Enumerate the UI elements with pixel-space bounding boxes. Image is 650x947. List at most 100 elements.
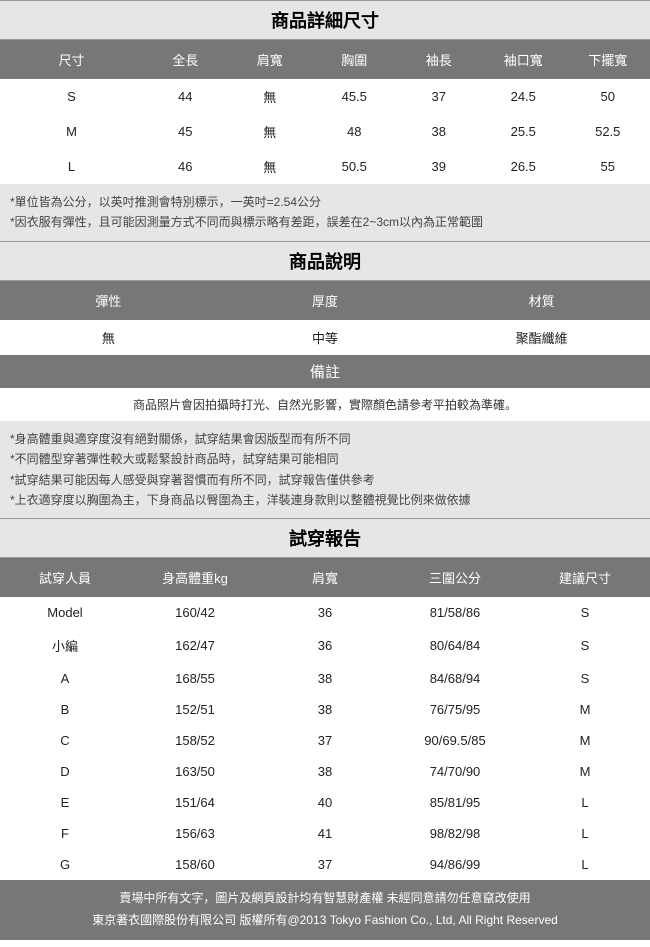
desc-cell-2: 聚酯纖維 <box>433 320 650 355</box>
size-note-0: *單位皆為公分，以英吋推測會特別標示，一英吋=2.54公分 <box>10 192 640 212</box>
fit-cell: S <box>520 628 650 663</box>
fit-cell: 小編 <box>0 628 130 663</box>
fit-cell: M <box>520 725 650 756</box>
fit-cell: 158/60 <box>130 849 260 880</box>
size-th-3: 胸圍 <box>312 40 397 79</box>
fit-th-2: 肩寬 <box>260 558 390 597</box>
table-row: L46無50.53926.555 <box>0 149 650 184</box>
size-th-5: 袖口寬 <box>481 40 566 79</box>
table-row: G158/603794/86/99L <box>0 849 650 880</box>
fit-th-4: 建議尺寸 <box>520 558 650 597</box>
fit-cell: 41 <box>260 818 390 849</box>
remark-note-3: *上衣適穿度以胸圍為主，下身商品以臀圍為主，洋裝連身款則以整體視覺比例來做依據 <box>10 490 640 510</box>
fit-cell: 84/68/94 <box>390 663 520 694</box>
table-row: D163/503874/70/90M <box>0 756 650 787</box>
size-table: 尺寸 全長 肩寬 胸圍 袖長 袖口寬 下擺寬 S44無45.53724.550M… <box>0 40 650 184</box>
table-row: C158/523790/69.5/85M <box>0 725 650 756</box>
fit-cell: G <box>0 849 130 880</box>
fit-th-0: 試穿人員 <box>0 558 130 597</box>
fit-cell: 38 <box>260 756 390 787</box>
size-th-2: 肩寬 <box>228 40 313 79</box>
fit-cell: Model <box>0 597 130 628</box>
size-cell: 無 <box>228 114 313 149</box>
fit-cell: L <box>520 849 650 880</box>
table-row: A168/553884/68/94S <box>0 663 650 694</box>
table-row: 小編162/473680/64/84S <box>0 628 650 663</box>
table-row: Model160/423681/58/86S <box>0 597 650 628</box>
size-cell: 48 <box>312 114 397 149</box>
fit-cell: 80/64/84 <box>390 628 520 663</box>
fit-cell: M <box>520 694 650 725</box>
size-th-0: 尺寸 <box>0 40 143 79</box>
fit-cell: 158/52 <box>130 725 260 756</box>
fit-cell: A <box>0 663 130 694</box>
fit-cell: 163/50 <box>130 756 260 787</box>
fit-th-3: 三圍公分 <box>390 558 520 597</box>
fit-cell: L <box>520 787 650 818</box>
table-row: E151/644085/81/95L <box>0 787 650 818</box>
size-title: 商品詳細尺寸 <box>0 0 650 40</box>
fit-cell: 40 <box>260 787 390 818</box>
table-row: F156/634198/82/98L <box>0 818 650 849</box>
size-cell: 50 <box>566 79 650 114</box>
fit-cell: 94/86/99 <box>390 849 520 880</box>
size-cell: 50.5 <box>312 149 397 184</box>
remark-note-1: *不同體型穿著彈性較大或鬆緊設計商品時，試穿結果可能相同 <box>10 449 640 469</box>
size-th-6: 下擺寬 <box>566 40 650 79</box>
fit-cell: 160/42 <box>130 597 260 628</box>
fit-cell: 38 <box>260 694 390 725</box>
fit-cell: S <box>520 663 650 694</box>
fit-cell: S <box>520 597 650 628</box>
remark-note-2: *試穿結果可能因每人感受與穿著習慣而有所不同，試穿報告僅供參考 <box>10 470 640 490</box>
desc-th-0: 彈性 <box>0 281 217 320</box>
fit-cell: 36 <box>260 628 390 663</box>
fit-cell: B <box>0 694 130 725</box>
table-row: S44無45.53724.550 <box>0 79 650 114</box>
fit-cell: L <box>520 818 650 849</box>
size-cell: 25.5 <box>481 114 566 149</box>
fit-cell: 85/81/95 <box>390 787 520 818</box>
fit-cell: F <box>0 818 130 849</box>
size-cell: M <box>0 114 143 149</box>
size-cell: 無 <box>228 79 313 114</box>
fit-cell: C <box>0 725 130 756</box>
fit-table: 試穿人員 身高體重kg 肩寬 三圍公分 建議尺寸 Model160/423681… <box>0 558 650 880</box>
fit-cell: 76/75/95 <box>390 694 520 725</box>
size-cell: 55 <box>566 149 650 184</box>
fit-cell: 168/55 <box>130 663 260 694</box>
size-cell: 45.5 <box>312 79 397 114</box>
size-th-1: 全長 <box>143 40 228 79</box>
remark-title: 備註 <box>0 355 650 388</box>
desc-cell-0: 無 <box>0 320 217 355</box>
table-row: B152/513876/75/95M <box>0 694 650 725</box>
size-cell: 39 <box>397 149 482 184</box>
size-cell: 38 <box>397 114 482 149</box>
fit-cell: 162/47 <box>130 628 260 663</box>
size-cell: L <box>0 149 143 184</box>
fit-cell: 98/82/98 <box>390 818 520 849</box>
fit-cell: 90/69.5/85 <box>390 725 520 756</box>
fit-cell: D <box>0 756 130 787</box>
remark-note-0: *身高體重與適穿度沒有絕對關係，試穿結果會因版型而有所不同 <box>10 429 640 449</box>
desc-th-1: 厚度 <box>217 281 434 320</box>
size-cell: S <box>0 79 143 114</box>
size-cell: 46 <box>143 149 228 184</box>
size-notes: *單位皆為公分，以英吋推測會特別標示，一英吋=2.54公分 *因衣服有彈性，且可… <box>0 184 650 241</box>
fit-title: 試穿報告 <box>0 518 650 558</box>
table-row: M45無483825.552.5 <box>0 114 650 149</box>
desc-th-2: 材質 <box>433 281 650 320</box>
footer-line-1: 賣場中所有文字，圖片及網頁設計均有智慧財產權 未經同意請勿任意竄改使用 <box>6 888 644 910</box>
desc-table: 彈性 厚度 材質 無 中等 聚酯纖維 <box>0 281 650 355</box>
footer-line-2: 東京著衣國際股份有限公司 版權所有@2013 Tokyo Fashion Co.… <box>6 910 644 932</box>
fit-cell: 152/51 <box>130 694 260 725</box>
fit-cell: E <box>0 787 130 818</box>
desc-row: 無 中等 聚酯纖維 <box>0 320 650 355</box>
fit-cell: M <box>520 756 650 787</box>
size-cell: 無 <box>228 149 313 184</box>
size-cell: 37 <box>397 79 482 114</box>
size-th-4: 袖長 <box>397 40 482 79</box>
size-cell: 24.5 <box>481 79 566 114</box>
size-cell: 45 <box>143 114 228 149</box>
fit-cell: 151/64 <box>130 787 260 818</box>
fit-cell: 156/63 <box>130 818 260 849</box>
